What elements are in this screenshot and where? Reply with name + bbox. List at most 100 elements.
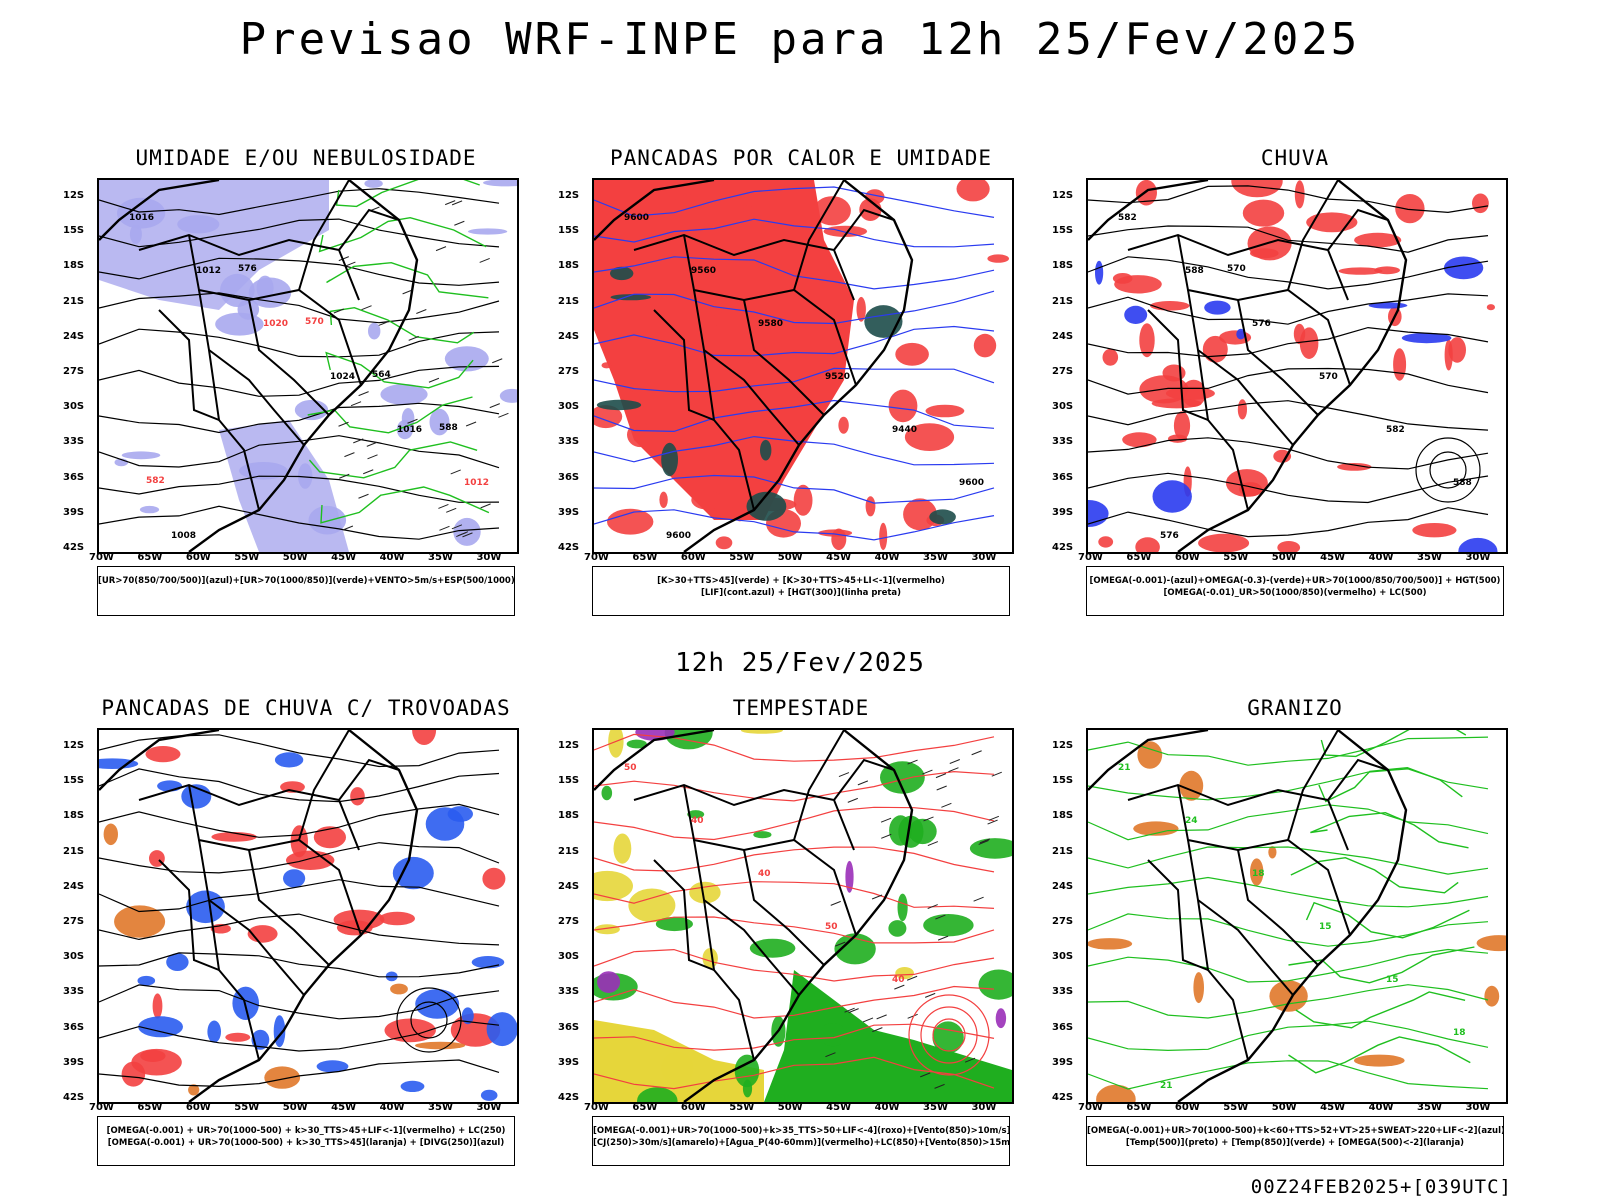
shaded-region [1401,332,1452,344]
latitude-label: 30S [63,401,85,413]
shaded-region [661,442,678,477]
longitude-label: 35W [428,552,453,563]
wind-vector [937,935,949,941]
shaded-region [1088,500,1109,527]
longitude-label: 40W [874,552,900,563]
country-border [793,730,845,841]
shaded-region [995,1008,1007,1029]
map-canvas [99,730,517,1102]
wind-vector [367,454,378,460]
coastline [1088,730,1408,1102]
latitude-label: 39S [558,1056,580,1068]
shaded-region [613,833,632,864]
latitude-label: 30S [1052,401,1074,413]
latitude-label: 15S [63,775,85,787]
shaded-region [380,383,428,405]
longitude-label: 70W [584,1102,609,1113]
contour-label: 50 [624,763,637,773]
contour-line [1288,946,1475,984]
wind-vector [378,320,389,326]
shaded-region [392,856,434,890]
longitude-label: 50W [282,1102,308,1113]
latitude-label: 36S [1052,471,1074,483]
shaded-region [895,967,914,980]
contour-line [308,441,478,479]
wind-vector [973,896,984,902]
latitude-label: 24S [1052,880,1074,892]
latitude-label: 21S [1052,845,1074,857]
panel-title: GRANIZO [1247,696,1343,720]
shaded-region [368,322,381,340]
shaded-region [483,180,517,187]
contour-label: 588 [439,423,458,433]
longitude-label: 45W [1320,552,1346,563]
shaded-region [594,180,625,186]
contour-line [1088,256,1489,290]
contour-line [320,486,490,524]
longitude-label: 30W [1465,1102,1491,1113]
country-border [743,299,825,416]
forecast-map: 1016 1012 1020 1024 1016 1012 1008 576 570 564 588… [97,178,519,554]
country-border [158,859,220,971]
shaded-region [1374,266,1400,275]
contour-label: 40 [758,869,771,879]
country-border [703,349,755,511]
contour-line [99,328,500,358]
shaded-region [1472,193,1489,214]
shaded-region [1168,434,1188,443]
longitude-label: 65W [1126,1102,1152,1113]
longitude-label: 55W [234,552,260,563]
wind-vector [907,1013,918,1019]
latitude-label: 39S [1052,1056,1074,1068]
wind-vector [941,802,952,808]
contour-line [99,952,500,978]
contour-label: 570 [1227,264,1246,274]
contour-label: 9600 [624,213,649,223]
shaded-region [1338,267,1383,275]
legend-line: [LIF](cont.azul) + [HGT(300)](linha pret… [700,588,902,598]
contour-line [594,290,995,325]
contour-line [594,806,995,841]
legend-box: [K>30+TTS>45](verde) + [K>30+TTS>45+LI<-… [592,566,1010,616]
shaded-region [1277,541,1301,552]
contour-label: 1016 [129,213,154,223]
country-border [158,309,220,421]
wind-vector [922,769,933,775]
shaded-region [888,920,907,937]
contour-line [1088,1060,1489,1090]
latitude-label: 15S [63,225,85,237]
longitude-label: 40W [1368,552,1394,563]
shaded-region [859,198,882,221]
country-border [693,289,800,446]
legend-line: [OMEGA(-0.001)-(azul)+OMEGA(-0.3)-(verde… [1089,576,1501,586]
contour-label: 18 [1453,1028,1466,1038]
contour-label: 9600 [959,478,984,488]
panel-title: UMIDADE E/OU NEBULOSIDADE [135,146,477,170]
longitude-label: 40W [874,1102,900,1113]
shaded-region [601,785,613,801]
shaded-region [444,346,489,372]
latitude-label: 39S [63,1056,85,1068]
contour-line [99,257,500,286]
wind-vector [988,815,1000,821]
latitude-label: 42S [63,1092,85,1103]
shaded-region [626,739,647,749]
contour-line [326,261,489,299]
shaded-region [137,975,156,986]
contour-line [99,913,500,946]
contour-line [99,1059,500,1088]
contour-line [594,733,995,762]
longitude-label: 65W [632,552,658,563]
shaded-region [400,1080,425,1092]
shaded-region [461,1007,474,1025]
shaded-region [627,422,653,448]
legend-line: [OMEGA(-0.001) + UR>70(1000-500) + k>30_… [106,1126,506,1136]
longitude-label: 55W [729,552,755,563]
contour-line [1088,185,1489,214]
shaded-region [746,491,787,521]
shaded-region [610,266,634,281]
latitude-label: 24S [558,880,580,892]
contour-label: 582 [1118,213,1137,223]
shaded-region [274,752,304,768]
shaded-region [973,333,997,358]
